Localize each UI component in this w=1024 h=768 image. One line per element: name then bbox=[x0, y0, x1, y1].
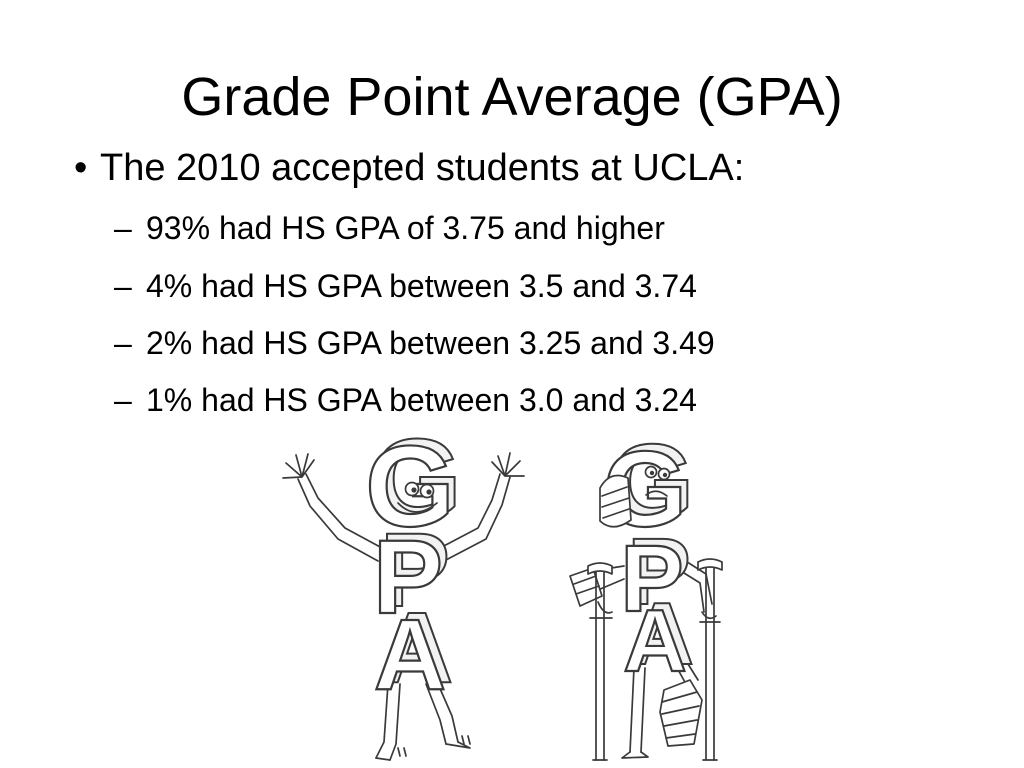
cheering-gpa-figure: G G P P A A bbox=[282, 430, 525, 761]
sub-bullet-text: 2% had HS GPA between 3.25 and 3.49 bbox=[146, 325, 715, 361]
sub-bullet-marker: – bbox=[114, 325, 132, 361]
happy-face bbox=[397, 481, 438, 513]
sub-bullet-text: 93% had HS GPA of 3.75 and higher bbox=[146, 210, 665, 246]
letter-p: P bbox=[373, 519, 443, 636]
left-arm-in-cast bbox=[569, 565, 625, 614]
injured-gpa-figure: G G P P A A bbox=[569, 430, 723, 761]
sub-bullet-marker: – bbox=[114, 268, 132, 304]
right-hand bbox=[491, 452, 525, 477]
sub-bullet-marker: – bbox=[114, 382, 132, 418]
motion-marks bbox=[397, 735, 471, 757]
left-hand bbox=[282, 453, 315, 479]
letter-a: A bbox=[623, 591, 687, 690]
letter-g: G bbox=[365, 430, 454, 551]
letter-a: A bbox=[374, 599, 446, 711]
letter-p: P bbox=[627, 519, 690, 625]
head-bandage bbox=[599, 474, 632, 528]
letter-a: A bbox=[630, 584, 694, 683]
leg-cast bbox=[659, 679, 703, 747]
bullet-text: The 2010 accepted students at UCLA: bbox=[100, 147, 745, 189]
left-crutch bbox=[587, 562, 613, 761]
slide-title: Grade Point Average (GPA) bbox=[181, 67, 843, 127]
legs bbox=[621, 663, 703, 759]
gpa-characters-illustration: G G P P A A bbox=[282, 430, 723, 761]
letter-p: P bbox=[380, 512, 450, 629]
sub-bullet-text: 1% had HS GPA between 3.0 and 3.24 bbox=[146, 382, 697, 418]
bullet-marker: • bbox=[74, 147, 88, 189]
letter-p: P bbox=[620, 526, 683, 632]
left-arm bbox=[282, 453, 383, 562]
right-arm bbox=[439, 452, 525, 562]
legs bbox=[375, 683, 471, 761]
sub-bullet-marker: – bbox=[114, 210, 132, 246]
sad-face bbox=[644, 465, 671, 497]
right-crutch bbox=[697, 558, 723, 761]
letter-a: A bbox=[381, 592, 453, 704]
sub-bullet-text: 4% had HS GPA between 3.5 and 3.74 bbox=[146, 268, 697, 304]
